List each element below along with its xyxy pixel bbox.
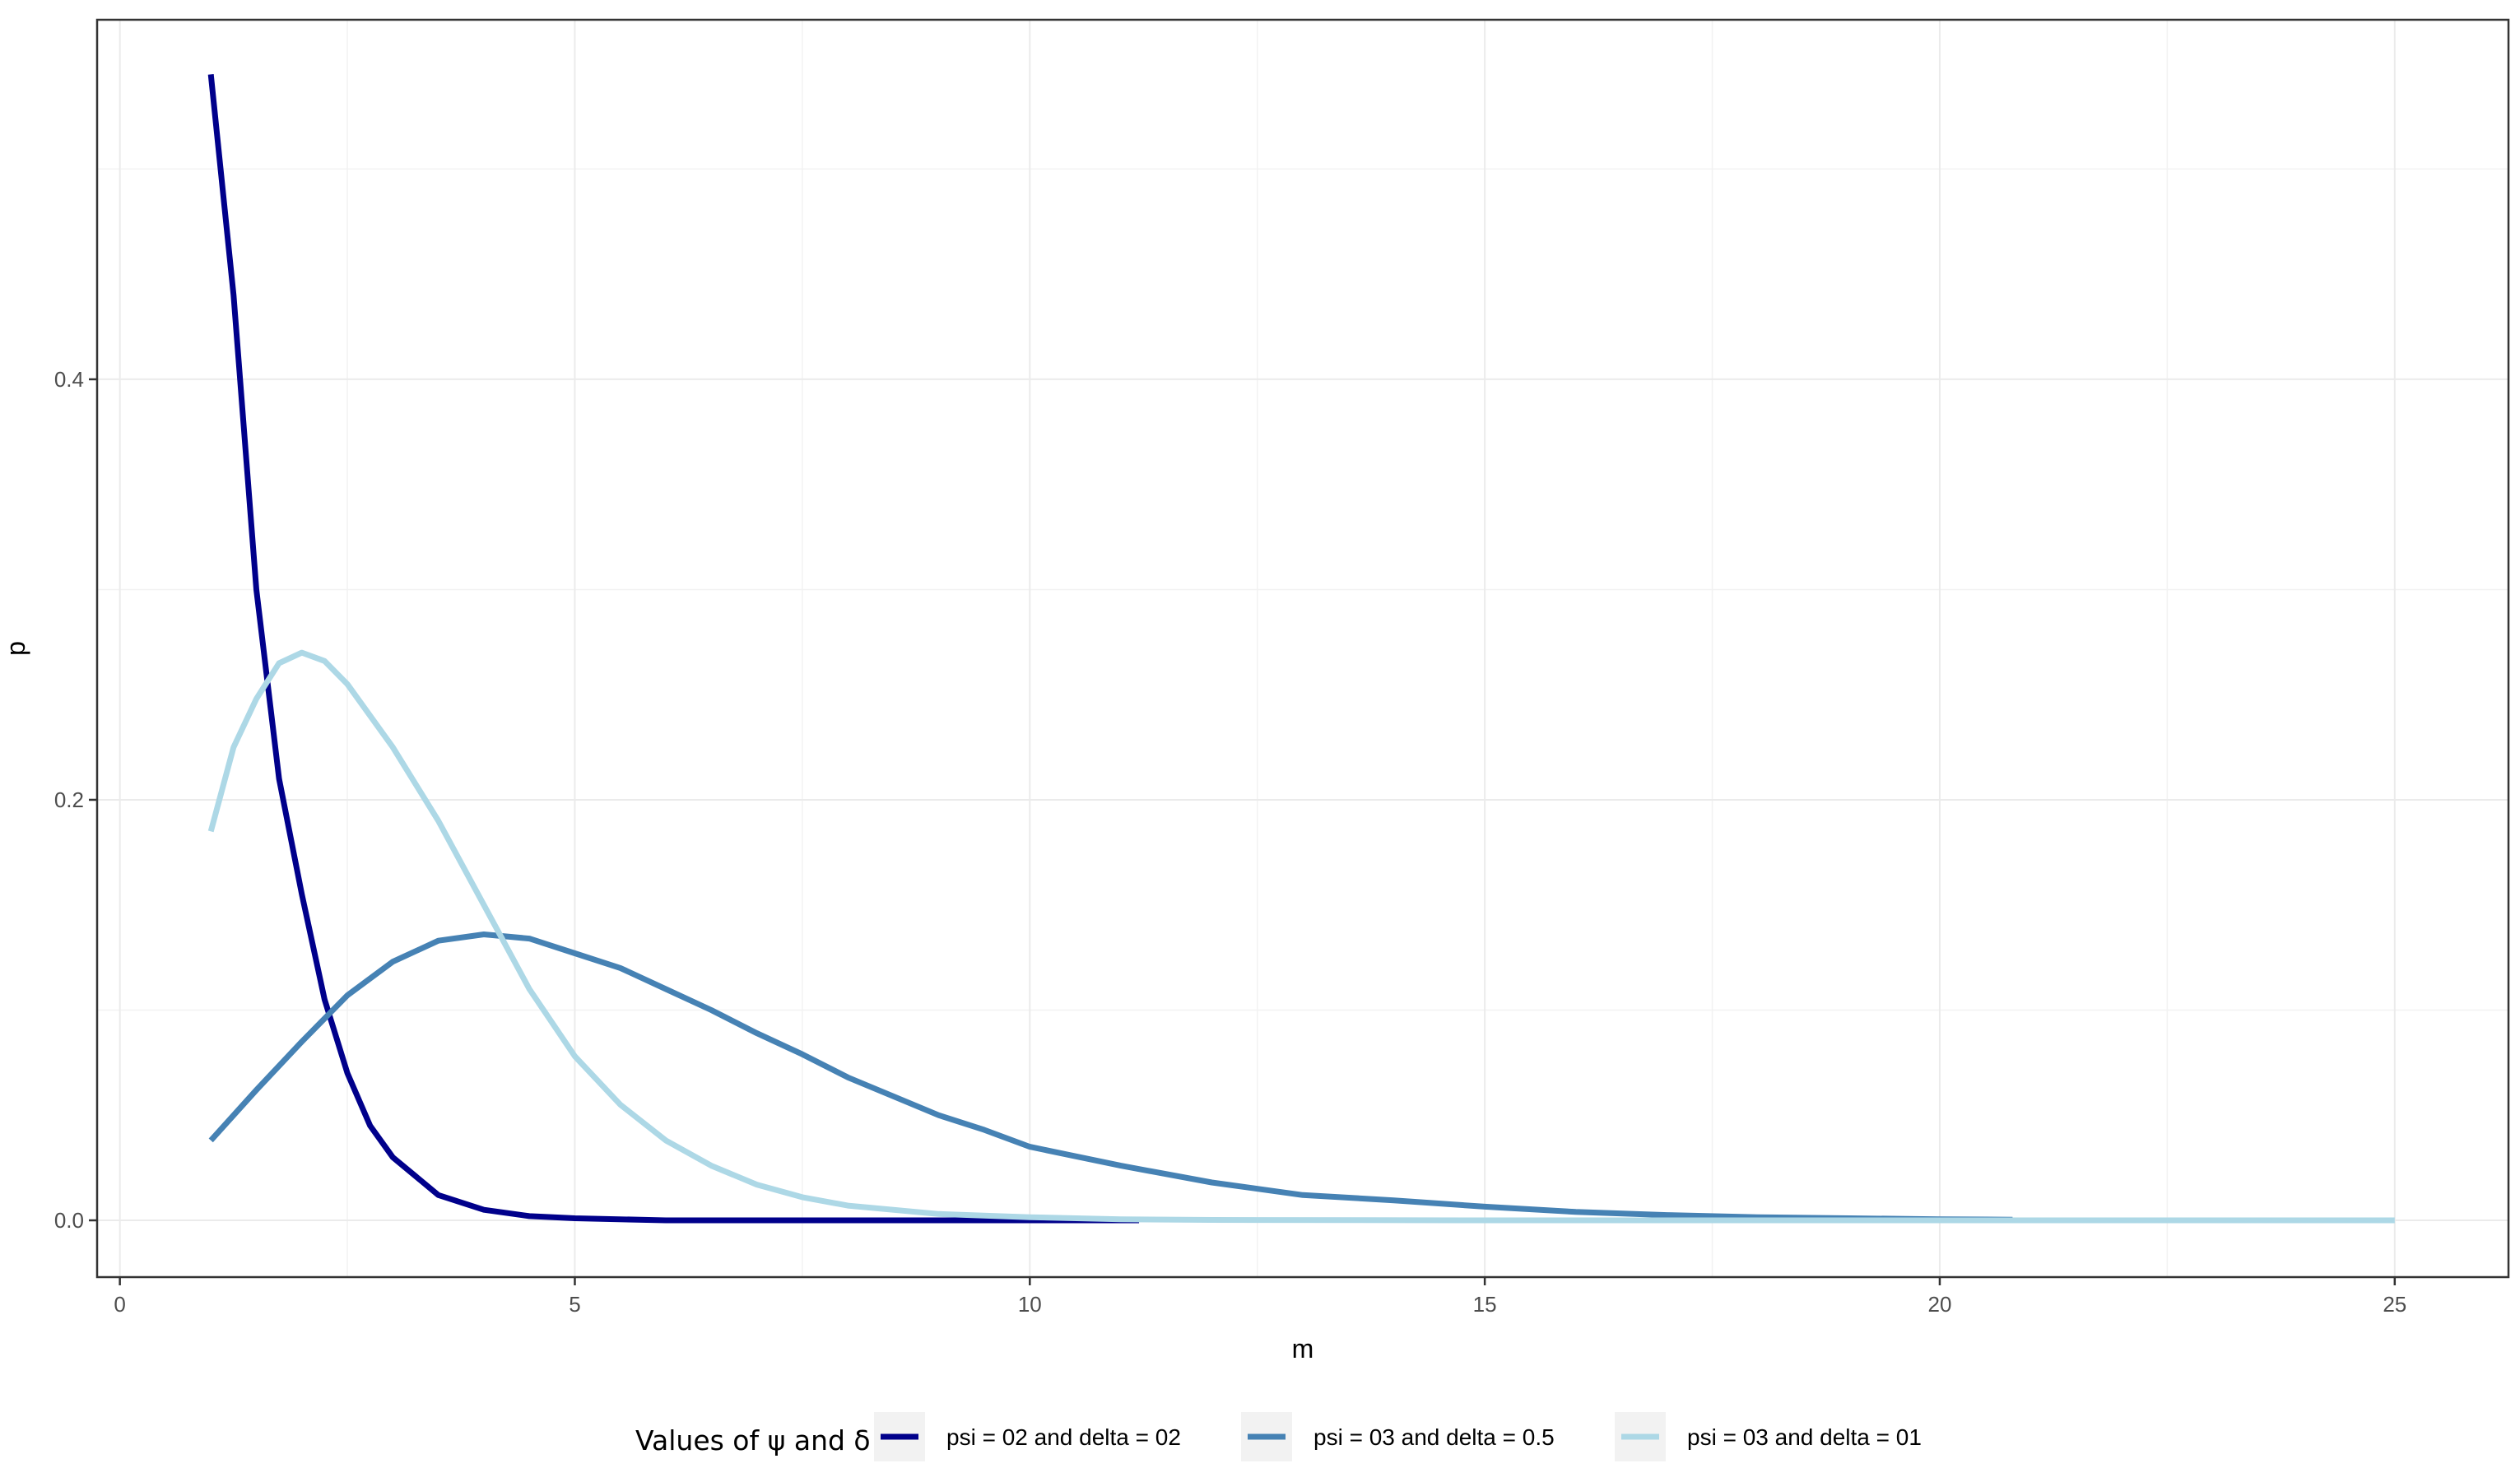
series-line-3 [207, 649, 2395, 1224]
legend-items: psi = 02 and delta = 02 psi = 03 and delt… [874, 1412, 1922, 1461]
x-tick-label: 20 [1928, 1292, 1952, 1317]
legend-title: Values of ψ and δ [635, 1424, 871, 1456]
y-tick-label: 0.2 [54, 787, 84, 812]
x-tick-label: 10 [1018, 1292, 1042, 1317]
x-tick-label: 25 [2383, 1292, 2406, 1317]
x-axis-title: m [1292, 1334, 1314, 1364]
x-tick-label: 15 [1473, 1292, 1497, 1317]
legend: Values of ψ and δ psi = 02 and delta = 0… [635, 1412, 1922, 1461]
series-layer [207, 74, 2395, 1224]
x-tick-label: 0 [114, 1292, 125, 1317]
y-tick-label: 0.0 [54, 1208, 84, 1233]
y-tick-label: 0.4 [54, 367, 84, 392]
legend-label: psi = 02 and delta = 02 [946, 1424, 1181, 1450]
axis-layer: 0 5 10 15 20 25 0.0 0.2 0.4 [54, 367, 2406, 1317]
grid-layer [97, 20, 2508, 1277]
legend-label: psi = 03 and delta = 01 [1687, 1424, 1922, 1450]
series-line-1 [207, 74, 1139, 1224]
series-line-2 [208, 931, 2013, 1223]
y-axis-title: p [1, 641, 30, 656]
legend-label: psi = 03 and delta = 0.5 [1313, 1424, 1555, 1450]
panel-border [95, 18, 2510, 1279]
x-tick-label: 5 [569, 1292, 580, 1317]
